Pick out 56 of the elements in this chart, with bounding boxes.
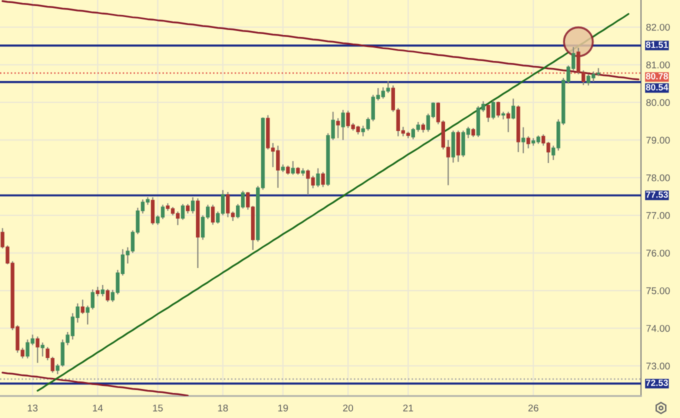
ref-line-label: 80.78 [646, 73, 668, 80]
candlestick [100, 284, 105, 297]
line-series [2, 372, 189, 396]
x-tick-label: 19 [278, 404, 288, 412]
y-tick-label: 80.00 [646, 99, 670, 106]
x-tick-label: 20 [343, 404, 354, 412]
y-tick-label: 75.00 [646, 287, 670, 294]
line-series [36, 13, 630, 392]
candlestick [46, 346, 50, 361]
x-tick-label: 18 [218, 404, 228, 412]
candlestick [56, 363, 60, 375]
candlestick [321, 171, 325, 188]
candlestick [180, 203, 185, 220]
y-tick-label: 81.00 [646, 61, 670, 68]
candlestick [491, 100, 496, 120]
candlestick [471, 127, 476, 138]
y-tick-label: 82.00 [646, 24, 670, 31]
x-tick-label: 26 [528, 404, 538, 412]
candlestick [150, 196, 155, 226]
candlestick [36, 336, 40, 364]
candlestick [40, 342, 44, 358]
candlestick [190, 196, 195, 214]
x-tick-label: 13 [28, 404, 38, 412]
candlestick [106, 288, 110, 303]
candlestick [421, 122, 426, 134]
candlestick [506, 111, 510, 133]
candlestick [456, 130, 460, 162]
ref-line-label: 81.51 [646, 42, 668, 48]
line-series [2, 0, 640, 80]
candlestick [526, 136, 530, 149]
x-tick-label: 15 [153, 404, 163, 412]
x-tick-label: 21 [403, 404, 414, 412]
candlestick [316, 168, 320, 188]
y-tick-label: 78.00 [646, 174, 670, 182]
candlestick [186, 203, 190, 214]
candlestick [496, 101, 500, 118]
y-tick-label: 76.00 [646, 250, 670, 257]
x-tick-label: 14 [92, 404, 103, 412]
ref-line-label: 77.53 [646, 191, 668, 198]
y-tick-label: 73.00 [646, 362, 670, 370]
candlestick [210, 204, 215, 226]
candlestick [486, 104, 490, 123]
candlestick [291, 160, 295, 176]
candlestick [286, 165, 290, 176]
y-tick-label: 79.00 [646, 136, 670, 144]
candlestick [336, 118, 340, 139]
candlestick [50, 356, 54, 374]
ref-line-label: 72.53 [646, 380, 668, 386]
ref-line-label: 80.54 [646, 84, 668, 90]
candlestick [511, 98, 516, 120]
candlestick [341, 109, 345, 141]
candlestick [521, 126, 526, 154]
candlestick [96, 286, 100, 297]
candlestick [80, 299, 84, 315]
y-tick-label: 74.00 [646, 324, 670, 332]
y-tick-label: 77.00 [646, 212, 670, 219]
